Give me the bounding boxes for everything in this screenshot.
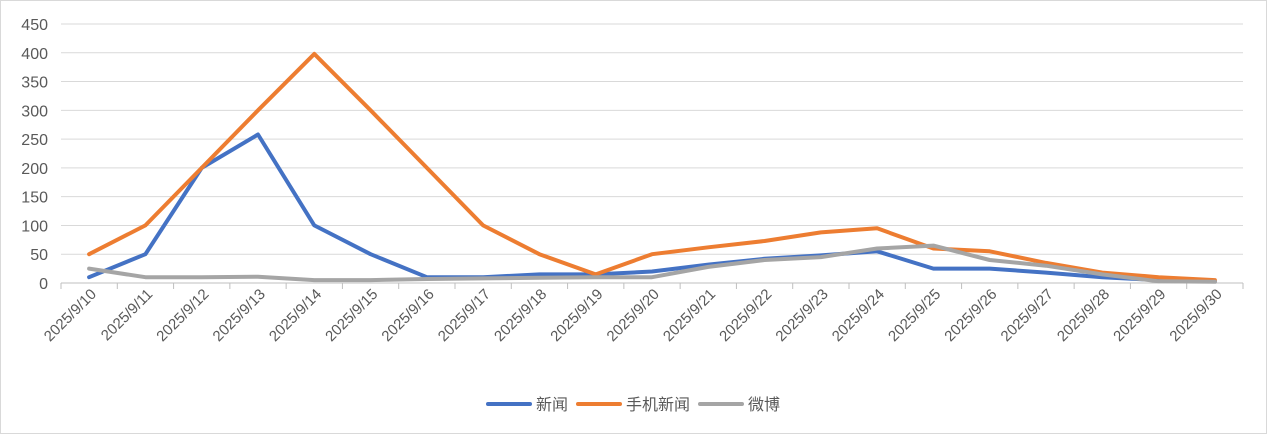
series-line-2 [87,51,1217,283]
y-tick-label-350: 350 [21,75,48,92]
x-tick-label: 2025/9/11 [98,286,156,344]
legend-item-2: 手机新闻 [576,396,690,414]
legend-label: 微博 [748,396,780,414]
x-tick-label: 2025/9/13 [210,286,269,345]
series-line-1 [87,132,1217,284]
x-tick-label: 2025/9/19 [547,286,606,345]
x-tick-label: 2025/9/25 [885,286,944,345]
y-tick-label-50: 50 [30,247,48,264]
x-tick-label: 2025/9/18 [491,286,550,345]
y-tick-label-400: 400 [21,46,48,63]
x-tick-label: 2025/9/30 [1166,286,1225,345]
gridlines [61,23,1243,255]
legend-label: 新闻 [536,396,568,414]
y-tick-label-150: 150 [21,190,48,207]
x-tick-label: 2025/9/20 [604,286,663,345]
x-tick-label: 2025/9/17 [435,286,494,345]
x-tick-label: 2025/9/28 [1054,286,1113,345]
y-tick-label-200: 200 [21,161,48,178]
y-axis-tick-labels: 0 50 100 150 200 250 300 350 400 450 [21,17,48,293]
series-line-3 [87,243,1217,284]
x-tick-label: 2025/9/29 [1110,286,1169,345]
x-tick-label: 2025/9/24 [829,286,888,345]
legend-item-1: 新闻 [486,396,568,414]
y-tick-label-250: 250 [21,132,48,149]
x-axis [60,282,1244,289]
legend: 新闻 手机新闻 微博 [486,396,780,414]
x-tick-label: 2025/9/16 [378,286,437,345]
y-tick-label-300: 300 [21,103,48,120]
x-tick-label: 2025/9/15 [322,286,381,345]
series-lines [87,51,1217,284]
y-tick-label-0: 0 [39,276,48,293]
x-tick-label: 2025/9/26 [941,286,1000,345]
x-tick-label: 2025/9/21 [660,286,719,345]
x-tick-label: 2025/9/22 [716,286,775,345]
y-tick-label-100: 100 [21,218,48,235]
x-tick-label: 2025/9/12 [153,286,212,345]
x-tick-label: 2025/9/10 [41,286,100,345]
legend-label: 手机新闻 [626,396,690,414]
legend-item-3: 微博 [698,396,780,414]
x-tick-label: 2025/9/23 [772,286,831,345]
x-axis-tick-labels: 2025/9/102025/9/112025/9/122025/9/132025… [41,286,1226,345]
x-tick-label: 2025/9/14 [266,286,325,345]
y-tick-label-450: 450 [21,17,48,34]
x-tick-label: 2025/9/27 [998,286,1057,345]
